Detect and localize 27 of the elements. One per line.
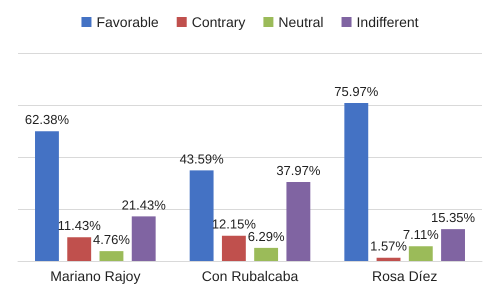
legend-label: Neutral <box>278 14 324 30</box>
data-label: 15.35% <box>430 210 476 226</box>
bar <box>441 229 465 261</box>
bar <box>35 131 59 261</box>
legend-label: Favorable <box>96 14 159 30</box>
x-tick-label: Con Rubalcaba <box>202 268 298 284</box>
bar <box>190 170 214 261</box>
legend-label: Contrary <box>192 14 246 30</box>
data-label: 75.97% <box>334 84 379 99</box>
data-label: 21.43% <box>122 197 166 212</box>
x-tick-label: Mariano Rajoy <box>50 268 140 284</box>
bar <box>408 246 433 261</box>
bar <box>344 102 368 261</box>
x-tick-label: Rosa Díez <box>372 268 438 284</box>
bar <box>67 237 92 261</box>
legend-label: Indifferent <box>356 14 419 30</box>
data-label: 62.38% <box>24 112 70 128</box>
data-label: 6.29% <box>248 228 285 244</box>
bar <box>100 251 124 261</box>
bar <box>132 216 156 261</box>
bar <box>254 248 278 261</box>
bar <box>222 236 246 261</box>
bar <box>286 182 310 261</box>
data-label: 43.59% <box>180 151 224 166</box>
data-label: 4.76% <box>93 232 130 248</box>
bar <box>376 258 400 261</box>
data-label: 37.97% <box>276 163 321 178</box>
